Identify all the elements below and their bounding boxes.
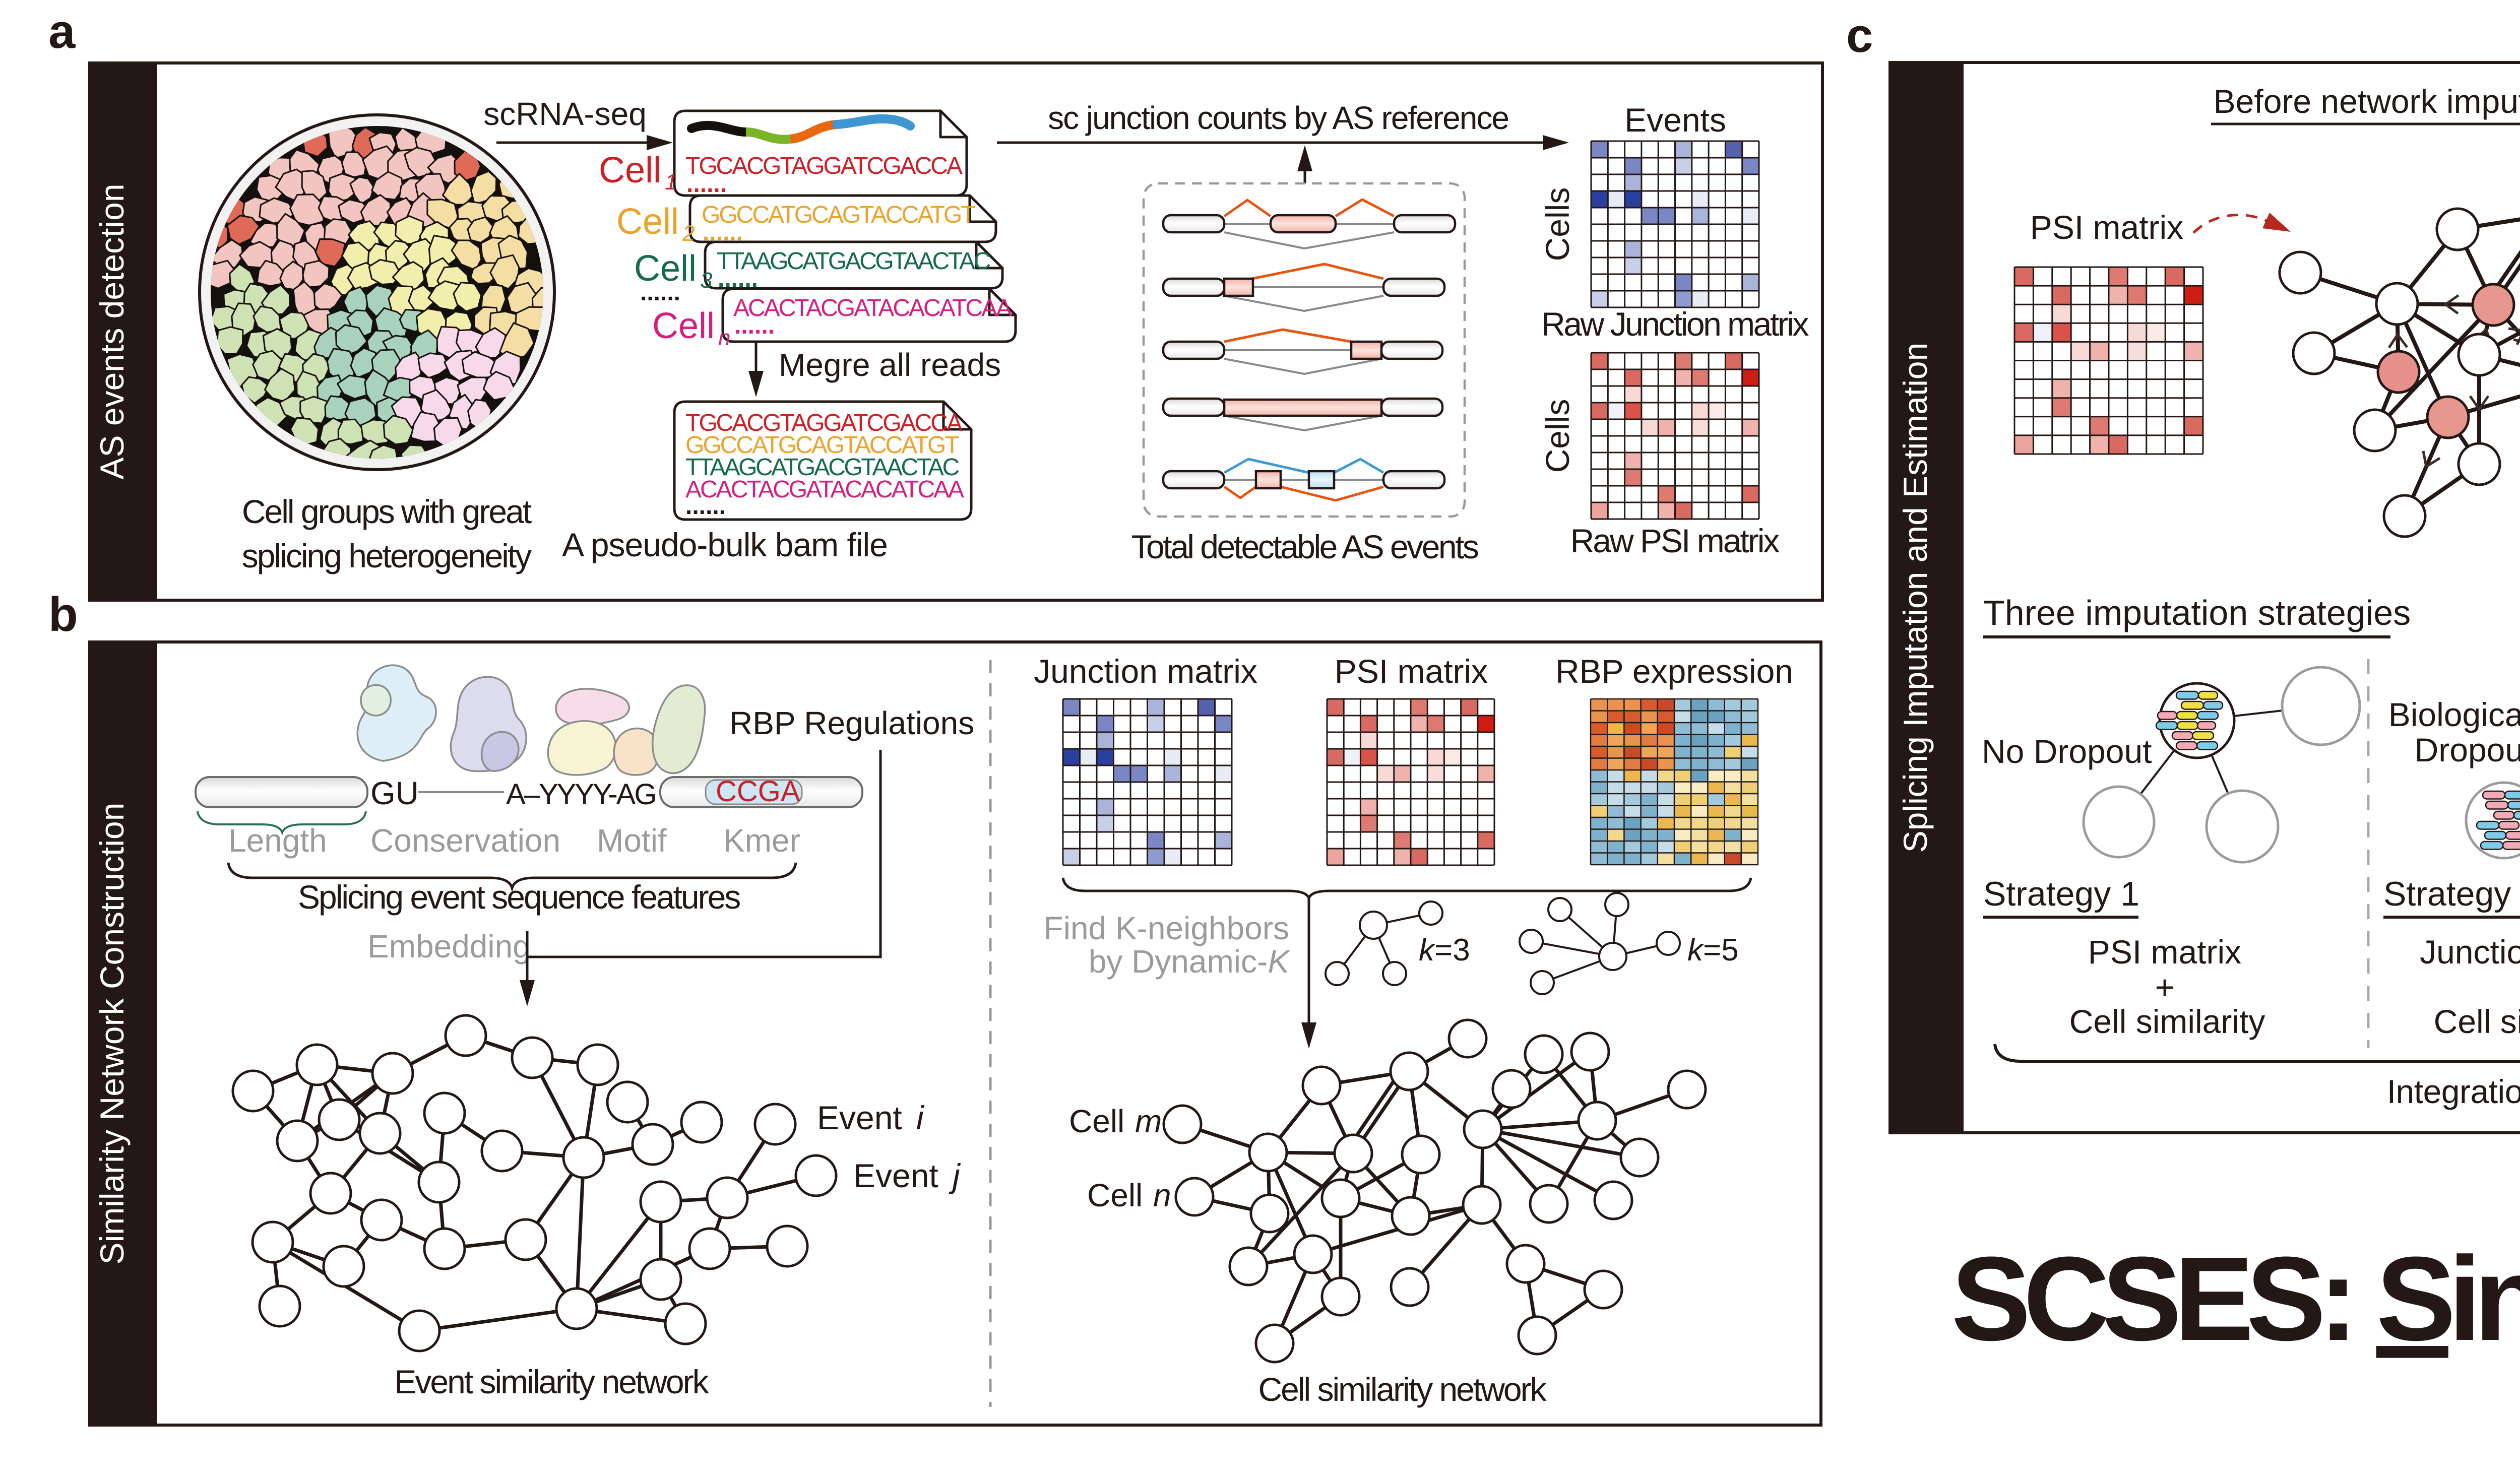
svg-text:RBP expression: RBP expression <box>1555 653 1793 690</box>
svg-text:Event: Event <box>817 1099 902 1136</box>
svg-text:Cell: Cell <box>616 202 679 242</box>
svg-text:i: i <box>916 1099 925 1136</box>
svg-text:m: m <box>1135 1103 1162 1139</box>
svg-text:Cell groups with great: Cell groups with great <box>242 493 532 530</box>
svg-text:Similarity Network Constructio: Similarity Network Construction <box>93 803 131 1265</box>
svg-text:Integration PSI values from th: Integration PSI values from three strate… <box>2387 1073 2520 1110</box>
svg-text:ACACTACGATACACATCAA: ACACTACGATACACATCAA <box>733 295 1012 321</box>
svg-text:Find K-neighbors: Find K-neighbors <box>1044 910 1289 946</box>
svg-text:sc junction counts by AS refer: sc junction counts by AS reference <box>1048 100 1508 136</box>
svg-text:......: ...... <box>686 171 727 198</box>
svg-text:3: 3 <box>700 268 713 293</box>
svg-text:b: b <box>48 588 78 641</box>
svg-text:Events: Events <box>1624 101 1726 139</box>
svg-text:Cell similarity: Cell similarity <box>2434 1003 2520 1040</box>
svg-text:Biological: Biological <box>2388 696 2520 733</box>
svg-text:......: ...... <box>734 312 775 339</box>
svg-text:RBP Regulations: RBP Regulations <box>729 705 974 741</box>
svg-text:Motif: Motif <box>597 822 667 859</box>
svg-text:Raw PSI matrix: Raw PSI matrix <box>1570 522 1780 559</box>
svg-text:......: ...... <box>640 279 680 306</box>
svg-text:Junction matrix: Junction matrix <box>2420 933 2520 971</box>
svg-text:Cell: Cell <box>634 248 697 289</box>
svg-text:2: 2 <box>682 221 695 246</box>
svg-text:PSI matrix: PSI matrix <box>1335 653 1488 690</box>
svg-text:Cell similarity network: Cell similarity network <box>1258 1371 1547 1408</box>
svg-text:Length: Length <box>228 822 327 859</box>
svg-text:splicing heterogeneity: splicing heterogeneity <box>242 537 532 574</box>
svg-text:1: 1 <box>665 170 677 195</box>
svg-text:AS events detection: AS events detection <box>93 183 131 479</box>
svg-text:TTAAGCATGACGTAACTAC: TTAAGCATGACGTAACTAC <box>717 248 990 275</box>
svg-text:Cell: Cell <box>652 306 715 346</box>
svg-text:Cell: Cell <box>1069 1103 1124 1139</box>
svg-text:Cells: Cells <box>1539 187 1576 262</box>
svg-text:Total detectable AS events: Total detectable AS events <box>1131 528 1478 565</box>
svg-text:Splicing event sequence featur: Splicing event sequence features <box>298 878 740 916</box>
svg-text:by Dynamic-K: by Dynamic-K <box>1089 943 1291 980</box>
svg-text:Conservation: Conservation <box>370 822 560 859</box>
svg-text:TTAAGCATGACGTAACTAC: TTAAGCATGACGTAACTAC <box>685 454 959 481</box>
svg-text:TGCACGTAGGATCGACCA: TGCACGTAGGATCGACCA <box>685 410 963 436</box>
svg-text:CCGA: CCGA <box>716 775 800 808</box>
svg-text:scRNA-seq: scRNA-seq <box>483 96 647 132</box>
svg-text:Strategy 1: Strategy 1 <box>1983 875 2139 913</box>
svg-text:Event: Event <box>853 1157 938 1194</box>
svg-text:GGCCATGCAGTACCATGT: GGCCATGCAGTACCATGT <box>702 202 975 228</box>
svg-text:No Dropout: No Dropout <box>1982 733 2152 770</box>
svg-text:Cell similarity: Cell similarity <box>2069 1003 2265 1040</box>
svg-text:......: ...... <box>685 493 726 520</box>
svg-text:Raw Junction matrix: Raw Junction matrix <box>1541 305 1809 343</box>
svg-text:Dropout: Dropout <box>2415 731 2520 768</box>
svg-text:Event similarity network: Event similarity network <box>394 1363 709 1400</box>
svg-text:k=5: k=5 <box>1687 933 1739 968</box>
svg-text:A–YYYY-AG: A–YYYY-AG <box>506 778 655 811</box>
svg-text:k=3: k=3 <box>1419 933 1470 968</box>
svg-text:Before network imputation: Before network imputation <box>2214 83 2520 120</box>
svg-text:GU: GU <box>370 775 419 811</box>
svg-text:SCSES: Single Cell Splicing ES: SCSES: Single Cell Splicing EStimation <box>1951 1232 2520 1366</box>
svg-text:PSI matrix: PSI matrix <box>2088 933 2241 971</box>
svg-text:Embedding: Embedding <box>367 928 531 964</box>
svg-text:Megre all reads: Megre all reads <box>779 347 1001 383</box>
svg-text:n: n <box>718 326 730 350</box>
svg-text:Three imputation strategies: Three imputation strategies <box>1983 593 2411 632</box>
svg-text:Junction matrix: Junction matrix <box>1034 653 1257 690</box>
svg-text:+: + <box>2155 969 2175 1006</box>
svg-text:a: a <box>48 5 76 58</box>
svg-text:n: n <box>1153 1177 1171 1213</box>
svg-text:Splicing Imputation and Estima: Splicing Imputation and Estimation <box>1897 343 1934 853</box>
svg-text:PSI matrix: PSI matrix <box>2030 209 2183 246</box>
svg-text:ACACTACGATACACATCAA: ACACTACGATACACATCAA <box>685 476 964 503</box>
svg-text:......: ...... <box>718 266 758 292</box>
svg-text:A pseudo-bulk bam file: A pseudo-bulk bam file <box>562 526 888 563</box>
svg-text:GGCCATGCAGTACCATGT: GGCCATGCAGTACCATGT <box>685 432 959 459</box>
svg-text:Cell: Cell <box>1087 1177 1143 1213</box>
svg-text:c: c <box>1846 9 1873 62</box>
svg-text:Cell: Cell <box>599 150 661 190</box>
svg-text:Kmer: Kmer <box>723 822 800 859</box>
svg-text:Cells: Cells <box>1539 399 1576 473</box>
svg-text:TGCACGTAGGATCGACCA: TGCACGTAGGATCGACCA <box>685 153 963 179</box>
svg-text:......: ...... <box>703 219 743 246</box>
svg-text:Strategy 2: Strategy 2 <box>2383 875 2520 913</box>
